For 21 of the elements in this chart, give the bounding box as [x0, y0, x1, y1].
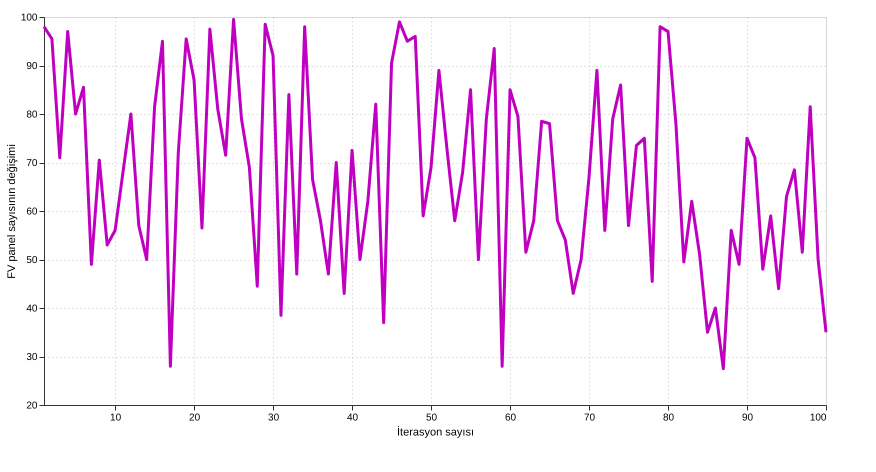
- y-tick-label: 30: [26, 352, 38, 363]
- x-tick-label: 10: [110, 412, 122, 424]
- y-tick-label: 80: [26, 110, 38, 120]
- x-axis-title: İterasyon sayısı: [396, 426, 474, 438]
- x-tick-label: 80: [662, 412, 675, 424]
- y-tick-label: 100: [20, 12, 38, 24]
- x-tick-label: 90: [742, 412, 754, 424]
- x-tick-label: 60: [504, 412, 517, 424]
- x-tick-label: 30: [268, 412, 280, 424]
- y-tick-label: 40: [26, 304, 38, 314]
- y-tick-label: 70: [26, 158, 38, 169]
- x-tick-label: 100: [810, 412, 827, 424]
- x-tick-label: 40: [347, 412, 359, 424]
- y-tick-label: 50: [26, 255, 38, 266]
- y-tick-label: 90: [26, 61, 38, 72]
- y-tick-label: 60: [26, 206, 38, 218]
- y-axis-title: FV panel sayısının değişimi: [6, 144, 18, 279]
- x-tick-label: 50: [426, 412, 438, 424]
- y-tick-label: 20: [26, 400, 38, 412]
- x-tick-label: 70: [584, 412, 596, 424]
- x-tick-label: 20: [189, 412, 201, 424]
